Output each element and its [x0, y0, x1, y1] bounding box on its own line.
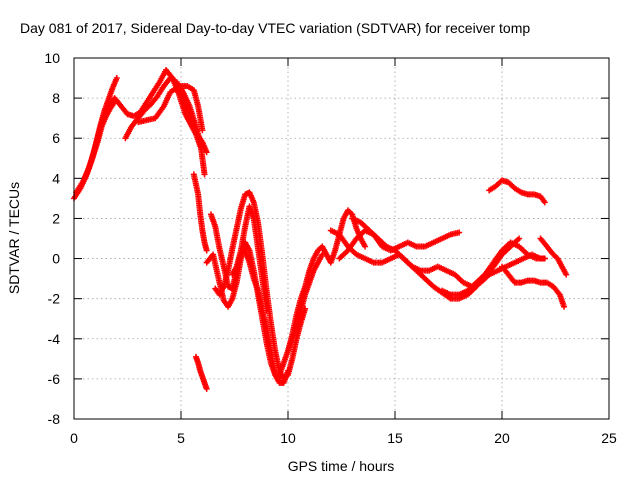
y-tick-label: 2: [52, 210, 60, 226]
x-tick-labels: 0 5 10 15 20 25: [70, 430, 617, 446]
series-track-19: [439, 235, 523, 298]
y-tick-label: -2: [48, 291, 61, 307]
y-tick-label: 0: [52, 251, 60, 267]
series-track-8: [190, 171, 210, 254]
y-axis-label: SDTVAR / TECUs: [6, 182, 22, 294]
x-tick-label: 20: [494, 430, 510, 446]
series-track-15: [285, 251, 326, 354]
data-points: [71, 67, 570, 392]
data-point: [319, 251, 326, 258]
data-point: [203, 247, 210, 254]
data-point: [541, 255, 548, 262]
data-point: [285, 367, 291, 374]
data-point: [516, 235, 523, 242]
y-tick-label: 4: [52, 170, 60, 186]
series-track-3: [81, 99, 118, 182]
y-tick-labels: -8 -6 -4 -2 0 2 4 6 8 10: [44, 50, 60, 427]
series-track-22: [537, 235, 570, 278]
series-track-18: [349, 215, 548, 290]
y-tick-label: -8: [48, 411, 61, 427]
axis-ticks: [73, 57, 610, 420]
x-tick-label: 10: [280, 430, 296, 446]
data-point: [203, 149, 210, 156]
y-tick-label: 8: [52, 90, 60, 106]
x-tick-label: 0: [70, 430, 78, 446]
data-point: [263, 307, 270, 314]
y-tick-label: -6: [48, 371, 61, 387]
series-track-14: [276, 207, 369, 378]
data-point: [113, 75, 120, 82]
data-point: [563, 271, 570, 278]
y-tick-label: -4: [48, 331, 61, 347]
series-track-7: [178, 83, 206, 134]
data-point: [561, 303, 568, 310]
x-axis-label: GPS time / hours: [288, 458, 395, 474]
series-track-13: [229, 203, 270, 314]
y-tick-label: 10: [44, 50, 60, 66]
data-point: [201, 171, 208, 178]
series-track-6: [135, 85, 210, 156]
data-point: [541, 199, 548, 206]
chart-title: Day 081 of 2017, Sidereal Day-to-day VTE…: [20, 20, 530, 36]
series-track-20: [486, 177, 548, 206]
series-track-9: [192, 353, 210, 392]
series-track-17: [336, 227, 463, 262]
x-tick-label: 5: [177, 430, 185, 446]
data-point: [199, 127, 206, 134]
x-tick-label: 15: [387, 430, 403, 446]
data-point: [456, 229, 463, 236]
series-track-21: [499, 263, 568, 310]
x-tick-label: 25: [601, 430, 617, 446]
y-tick-label: 6: [52, 130, 60, 146]
data-point: [203, 385, 210, 392]
data-point: [111, 99, 118, 106]
data-point: [362, 243, 369, 250]
plot-frame: [73, 57, 610, 420]
series-track-12: [207, 211, 291, 386]
